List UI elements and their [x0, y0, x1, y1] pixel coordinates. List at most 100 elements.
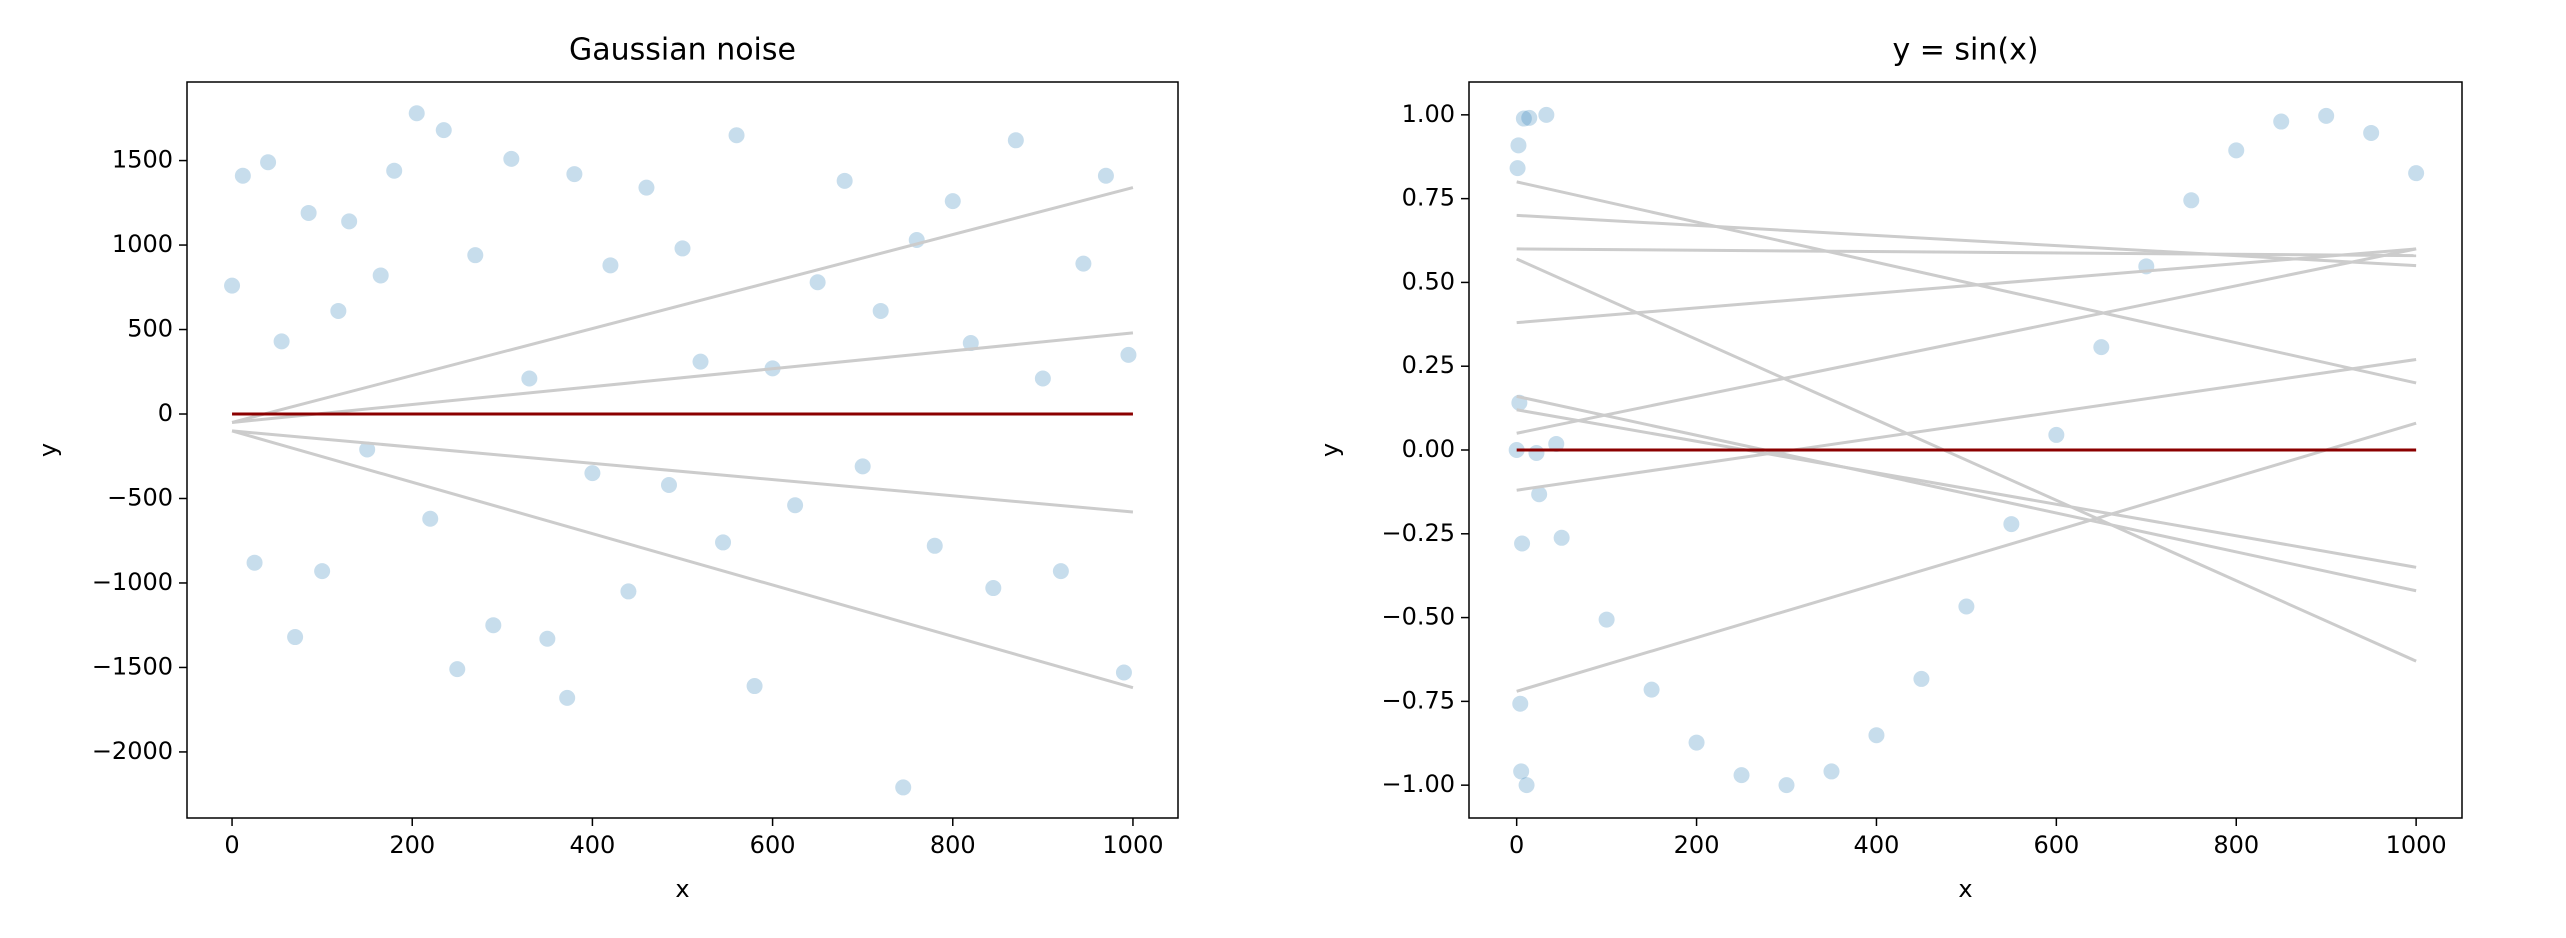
y-tick-label: 0.25 — [1402, 351, 1455, 379]
point — [1115, 664, 1132, 681]
point — [692, 353, 709, 370]
point — [2273, 113, 2290, 130]
point — [503, 150, 520, 167]
y-axis-label: y — [34, 443, 62, 457]
point — [787, 497, 804, 514]
y-tick-label: 0.00 — [1402, 435, 1455, 463]
point — [1868, 727, 1885, 744]
point — [2318, 107, 2335, 124]
point — [602, 257, 619, 274]
point — [2228, 142, 2245, 159]
line — [1516, 213, 2417, 268]
point — [872, 302, 889, 319]
point — [1553, 529, 1570, 546]
point — [1097, 167, 1114, 184]
point — [1733, 767, 1750, 784]
point — [1531, 486, 1548, 503]
point — [1538, 106, 1555, 123]
point — [1598, 611, 1615, 628]
point — [300, 204, 317, 221]
point — [1643, 681, 1660, 698]
x-tick-label: 800 — [2213, 831, 2259, 859]
point — [1548, 435, 1565, 452]
y-tick-label: −1.00 — [1381, 770, 1455, 798]
y-tick-label: 0 — [158, 399, 173, 427]
point — [854, 458, 871, 475]
point — [372, 267, 389, 284]
point — [330, 302, 347, 319]
point — [836, 172, 853, 189]
point — [1512, 695, 1529, 712]
point — [435, 122, 452, 139]
point — [260, 154, 277, 171]
y-tick-label: 0.75 — [1402, 184, 1455, 212]
point — [1513, 763, 1530, 780]
x-tick-label: 800 — [930, 831, 976, 859]
axes-frame — [186, 81, 1179, 819]
y-tick-label: 1000 — [112, 230, 173, 258]
point — [2363, 124, 2380, 141]
point — [1528, 445, 1545, 462]
point — [1034, 370, 1051, 387]
point — [2408, 165, 2425, 182]
point — [944, 193, 961, 210]
x-axis-label: x — [1958, 875, 1972, 903]
line — [231, 331, 1134, 424]
point — [566, 166, 583, 183]
point — [1688, 734, 1705, 751]
point — [485, 617, 502, 634]
line — [1516, 421, 2417, 693]
point — [234, 167, 251, 184]
point — [1007, 132, 1024, 149]
x-tick-label: 200 — [1674, 831, 1720, 859]
x-tick-label: 400 — [1854, 831, 1900, 859]
chart-title: y = sin(x) — [1892, 33, 2038, 68]
point — [620, 583, 637, 600]
point — [962, 335, 979, 352]
point — [985, 580, 1002, 597]
line — [1516, 247, 2417, 325]
y-tick-label: 1.00 — [1402, 100, 1455, 128]
point — [2048, 426, 2065, 443]
x-tick-label: 600 — [2033, 831, 2079, 859]
point — [408, 105, 425, 122]
point — [224, 277, 241, 294]
point — [422, 510, 439, 527]
point — [1913, 670, 1930, 687]
line — [231, 186, 1134, 424]
axes-frame — [1468, 81, 2463, 819]
point — [809, 274, 826, 291]
point — [1778, 777, 1795, 794]
y-tick-label: −0.75 — [1381, 686, 1455, 714]
line — [1516, 394, 2417, 593]
point — [1514, 535, 1531, 552]
point — [2093, 339, 2110, 356]
x-tick-label: 600 — [750, 831, 796, 859]
point — [1515, 110, 1532, 127]
point — [2183, 192, 2200, 209]
point — [287, 629, 304, 646]
point — [246, 554, 263, 571]
y-tick-label: −1000 — [92, 568, 173, 596]
y-tick-label: −2000 — [92, 737, 173, 765]
point — [1823, 763, 1840, 780]
y-axis-label: y — [1316, 443, 1344, 457]
point — [674, 240, 691, 257]
point — [521, 370, 538, 387]
point — [1521, 109, 1538, 126]
x-tick-label: 0 — [1509, 831, 1524, 859]
point — [926, 537, 943, 554]
y-tick-label: 1500 — [112, 146, 173, 174]
point — [1052, 563, 1069, 580]
point — [273, 333, 290, 350]
point — [1075, 255, 1092, 272]
chart-title: Gaussian noise — [569, 33, 796, 68]
point — [584, 465, 601, 482]
point — [449, 661, 466, 678]
line — [1516, 257, 2417, 663]
point — [2003, 516, 2020, 533]
point — [746, 678, 763, 695]
point — [359, 441, 376, 458]
x-tick-label: 1000 — [1102, 831, 1163, 859]
y-tick-label: −500 — [107, 483, 173, 511]
